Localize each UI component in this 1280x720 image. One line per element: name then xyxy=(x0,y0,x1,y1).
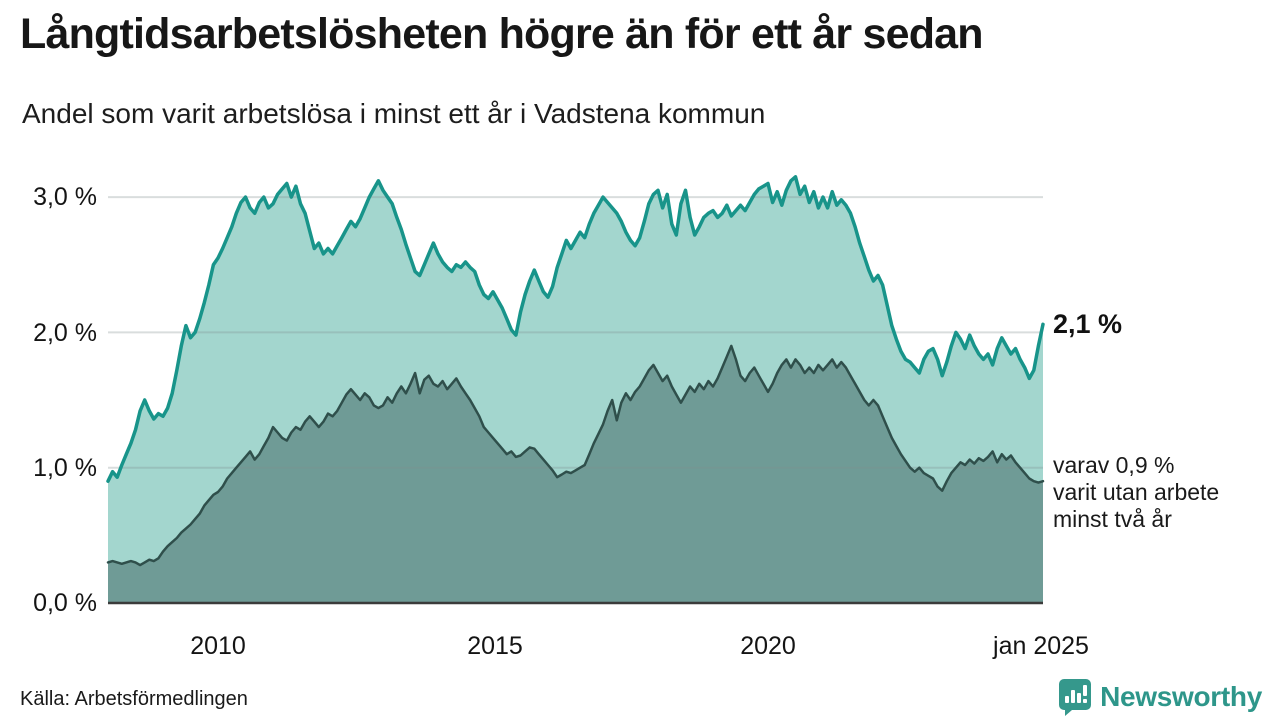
y-axis-tick-1: 1,0 % xyxy=(33,454,97,482)
series2-annotation-line3: minst två år xyxy=(1053,506,1172,532)
y-axis-tick-2: 2,0 % xyxy=(33,319,97,347)
series2-annotation: varav 0,9 % varit utan arbete minst två … xyxy=(1053,452,1219,533)
series2-annotation-line1: varav 0,9 % xyxy=(1053,452,1175,478)
chart-title: Långtidsarbetslösheten högre än för ett … xyxy=(20,10,984,58)
series1-end-value-label: 2,1 % xyxy=(1053,309,1123,339)
series2-annotation-line2: varit utan arbete xyxy=(1053,479,1220,505)
x-axis-tick-2015: 2015 xyxy=(467,632,523,660)
newsworthy-logo-icon xyxy=(1059,679,1092,716)
newsworthy-logo-text: Newsworthy xyxy=(1100,681,1262,712)
x-axis-tick-jan-2025: jan 2025 xyxy=(993,632,1089,660)
x-axis-tick-2010: 2010 xyxy=(190,632,246,660)
x-axis-tick-2020: 2020 xyxy=(740,632,796,660)
y-axis-tick-3: 3,0 % xyxy=(33,183,97,211)
source-credit: Källa: Arbetsförmedlingen xyxy=(20,688,248,710)
y-axis-tick-0: 0,0 % xyxy=(33,589,97,617)
chart-subtitle: Andel som varit arbetslösa i minst ett å… xyxy=(22,98,766,129)
newsworthy-logo[interactable]: Newsworthy xyxy=(1058,678,1262,716)
